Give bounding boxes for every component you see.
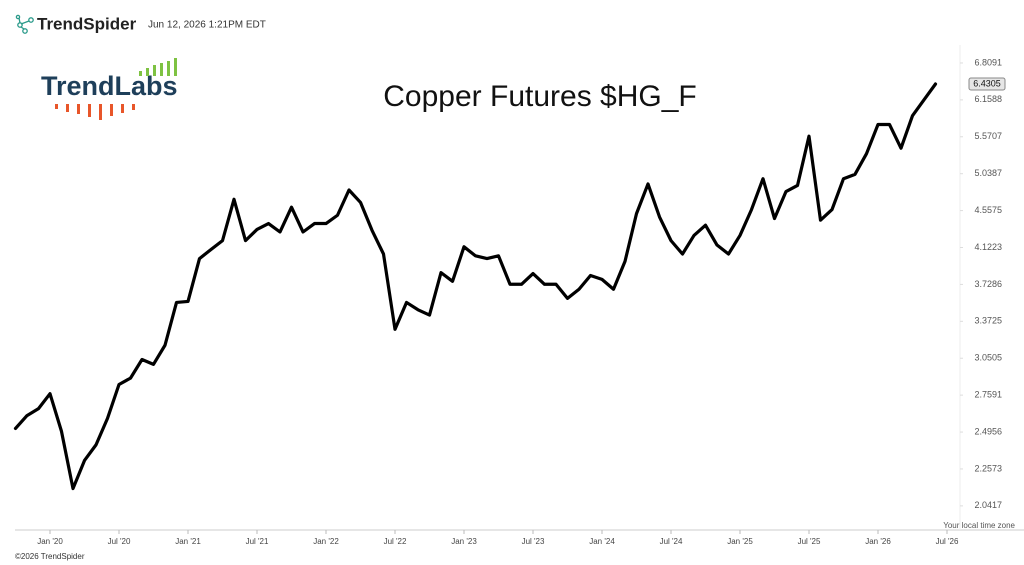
y-tick-label: 2.0417	[974, 500, 1002, 510]
price-line	[13, 82, 938, 491]
brand: TrendSpider	[37, 14, 137, 33]
brand-icon	[15, 14, 34, 34]
y-tick-label: 5.5707	[974, 131, 1002, 141]
x-tick-label: Jan '21	[175, 537, 201, 546]
x-tick-label: Jul '23	[522, 537, 545, 546]
logo: TrendLabs	[15, 50, 205, 135]
x-tick-label: Jan '24	[589, 537, 615, 546]
y-tick-label: 6.8091	[974, 57, 1002, 67]
y-tick-label: 5.0387	[974, 168, 1002, 178]
y-tick-label: 2.2573	[974, 463, 1002, 473]
x-tick-label: Jan '26	[865, 537, 891, 546]
x-tick-label: Jan '23	[451, 537, 477, 546]
x-tick-label: Jan '25	[727, 537, 753, 546]
footer: ©2026 TrendSpider	[15, 552, 85, 561]
y-tick-label: 4.1223	[974, 242, 1002, 252]
x-tick-label: Jul '21	[246, 537, 269, 546]
x-tick-label: Jul '25	[798, 537, 821, 546]
y-tick-label: 4.5575	[974, 205, 1002, 215]
timestamp: Jun 12, 2026 1:21PM EDT	[148, 20, 266, 31]
y-tick-label: 6.1588	[974, 94, 1002, 104]
x-tick-label: Jul '24	[660, 537, 683, 546]
x-tick-label: Jul '20	[108, 537, 131, 546]
y-tick-label: 2.7591	[974, 390, 1002, 400]
chart-title: Copper Futures $HG_F	[383, 80, 696, 113]
y-tick-label: 3.0505	[974, 353, 1002, 363]
x-tick-label: Jan '20	[37, 537, 63, 546]
y-tick-label: 2.4956	[974, 426, 1002, 436]
x-tick-label: Jan '22	[313, 537, 339, 546]
last-value-badge	[968, 77, 1006, 91]
x-tick-label: Jul '26	[936, 537, 959, 546]
logo-text: TrendLabs	[41, 71, 178, 101]
y-tick-label: 3.7286	[974, 279, 1002, 289]
last-value-label: 6.4305	[973, 78, 1001, 88]
x-tick-label: Jul '22	[384, 537, 407, 546]
y-tick-label: 3.3725	[974, 316, 1002, 326]
time-zone-note: Your local time zone	[943, 521, 1015, 530]
